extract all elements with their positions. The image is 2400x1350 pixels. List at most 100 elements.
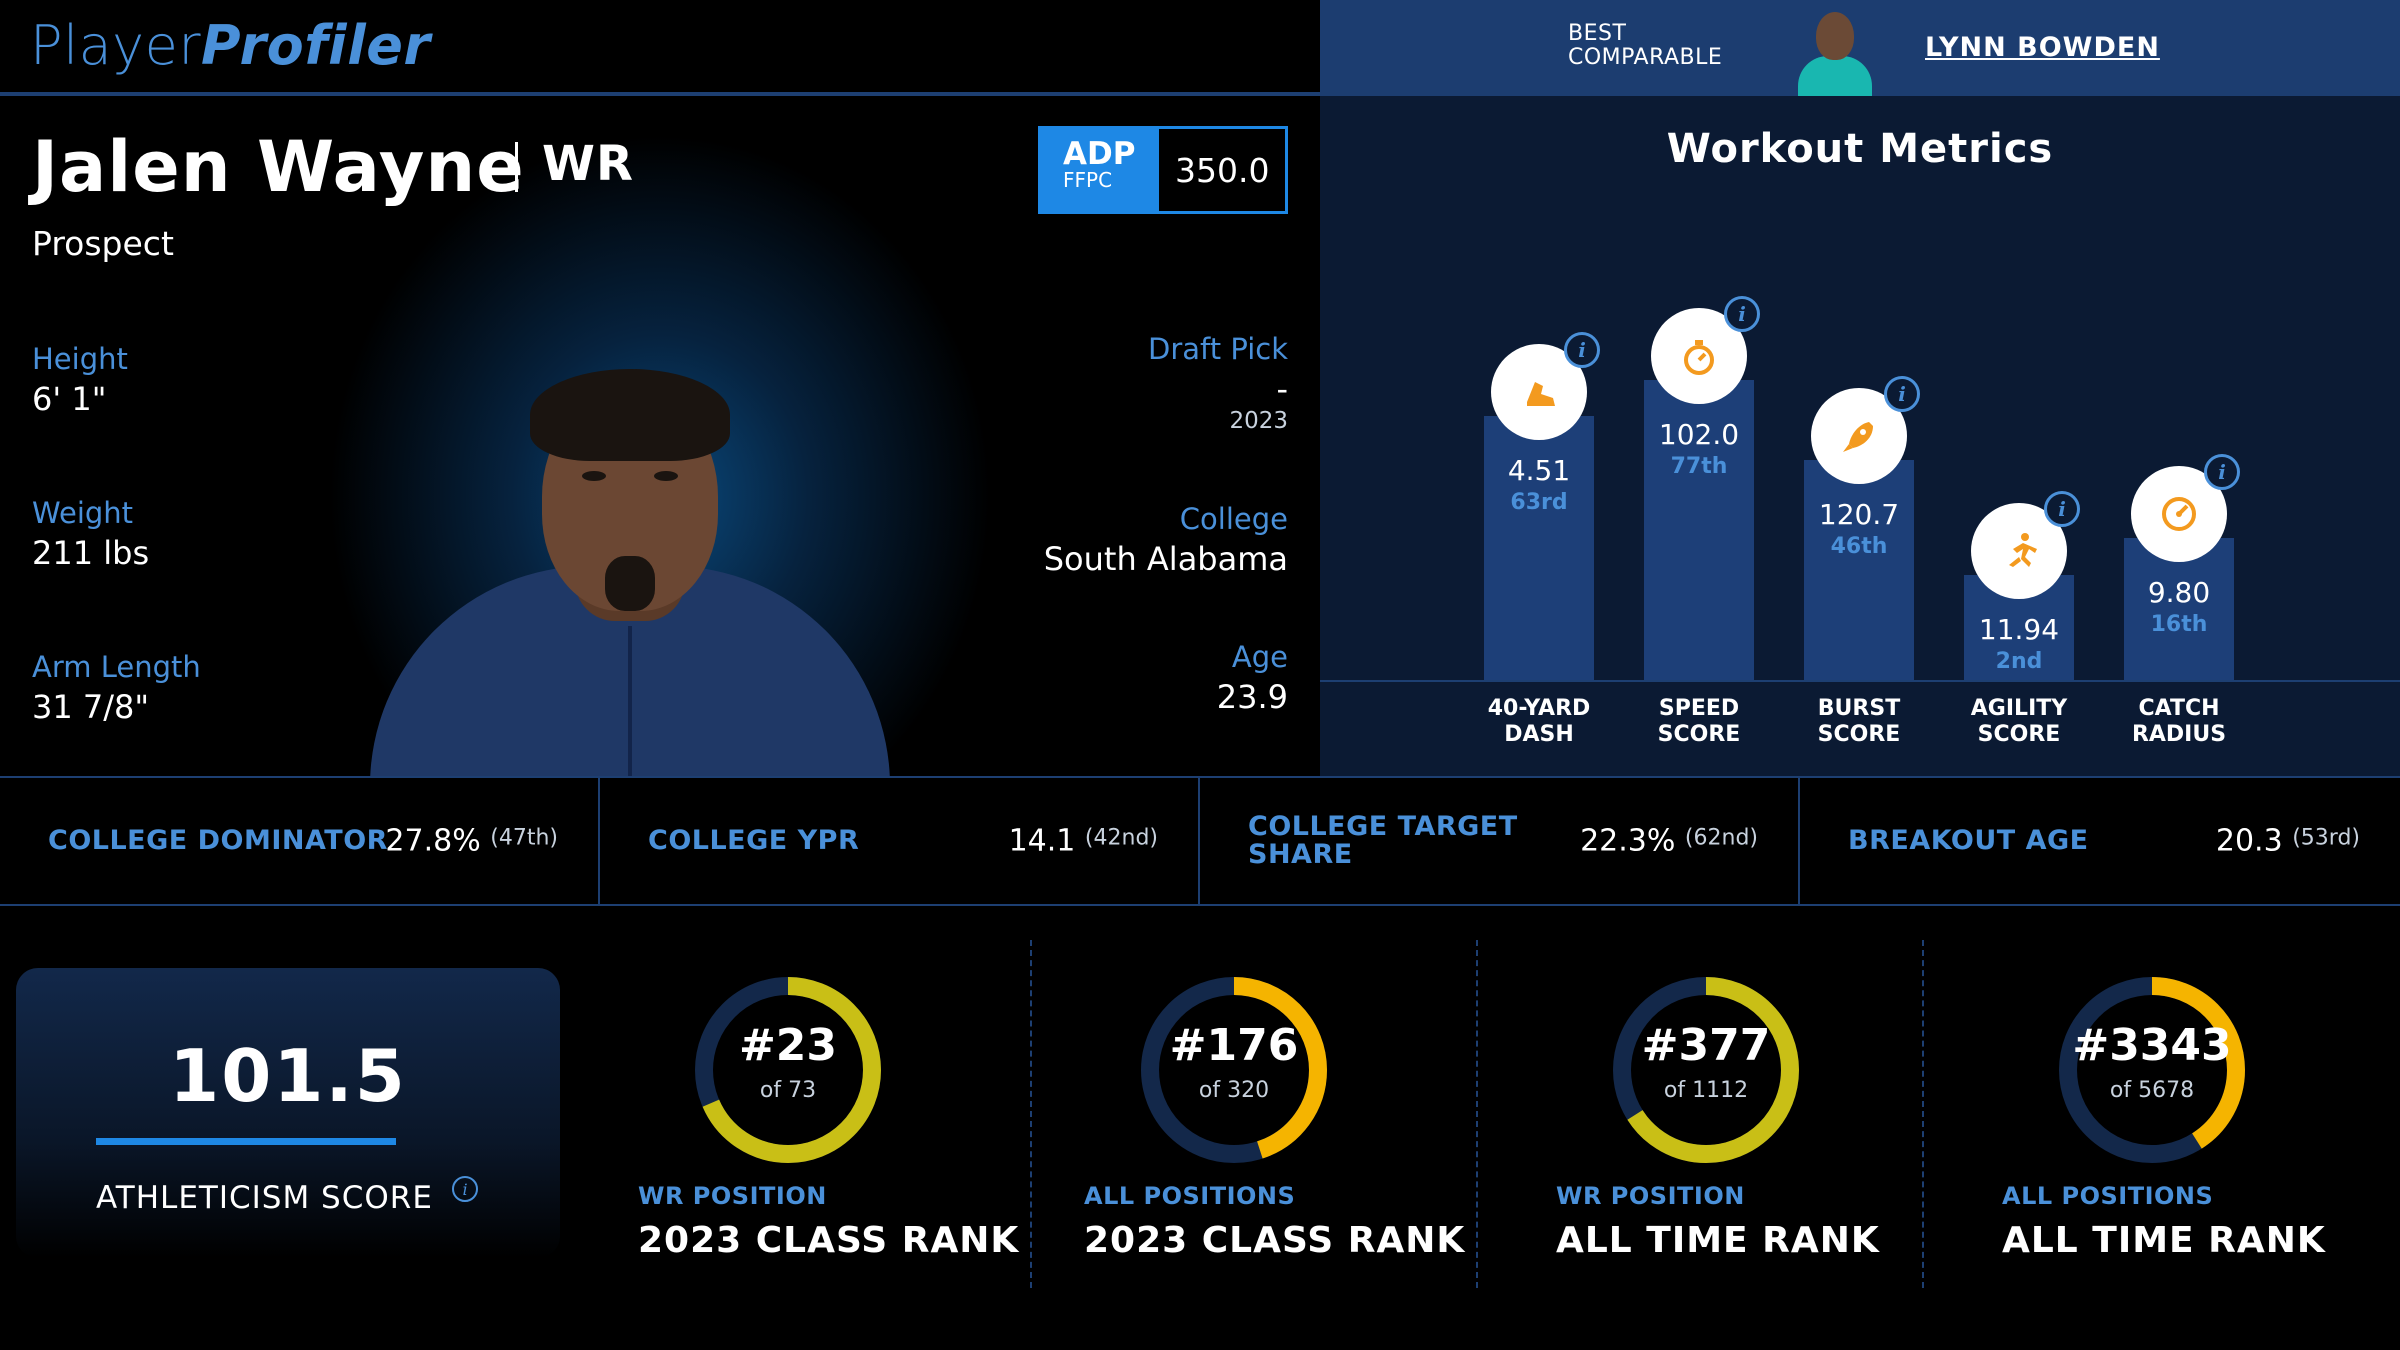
college-target-share-number: 22.3% xyxy=(1580,823,1676,859)
college-ypr-number: 14.1 xyxy=(1008,823,1076,859)
best-comparable-avatar xyxy=(1790,8,1878,96)
rank-title: 2023 Class Rank xyxy=(1084,1220,1466,1261)
workout-rank: 2nd xyxy=(1995,648,2043,674)
rank-number: #3343 xyxy=(2072,1020,2232,1071)
workout-label-line-2: SCORE xyxy=(1817,722,1901,747)
breakout-age-cell: Breakout Age 20.3 (53rd) xyxy=(1800,778,2400,904)
workout-bar-group: i 102.0 77th SPEED SCORE xyxy=(1644,96,1760,776)
ring-progress xyxy=(1141,977,1327,1163)
name-separator xyxy=(515,142,518,192)
adp-value: 350.0 xyxy=(1175,151,1270,190)
college-target-share-rank: (62nd) xyxy=(1684,825,1758,851)
college-stats-strip: College Dominator 27.8% (47th) College Y… xyxy=(0,776,2400,906)
workout-rank: 63rd xyxy=(1510,490,1568,516)
college-ypr-label: College YPR xyxy=(648,825,860,856)
college-dominator-rank: (47th) xyxy=(490,825,558,851)
college-target-share-label: College Target Share xyxy=(1248,811,1518,870)
rank-ring xyxy=(2059,977,2245,1163)
best-comparable-link[interactable]: LYNN BOWDEN xyxy=(1925,32,2160,63)
rank-total: of 73 xyxy=(759,1078,817,1103)
player-position: WR xyxy=(542,136,634,192)
info-icon[interactable]: i xyxy=(1884,376,1920,413)
workout-value: 102.0 xyxy=(1658,417,1740,451)
header: PlayerProfiler BEST COMPARABLE LYNN BOWD… xyxy=(0,0,2400,96)
workout-rank: 77th xyxy=(1670,453,1728,479)
workout-bar-group: i 9.80 16th CATCH RADIUS xyxy=(2124,96,2240,776)
player-panel: Jalen Wayne WR Prospect ADP FFPC 350.0 H… xyxy=(0,96,1320,776)
college-dominator-value: 27.8% (47th) xyxy=(385,824,558,859)
rank-number: #23 xyxy=(738,1020,838,1071)
rank-ring xyxy=(1613,977,1799,1163)
rank-total: of 5678 xyxy=(2109,1078,2195,1103)
workout-metrics-title: Workout Metrics xyxy=(1666,126,2054,172)
breakout-age-value: 20.3 (53rd) xyxy=(2216,824,2360,859)
workout-metrics-panel: Workout Metrics i 4.51 63rd 40-YARD DASH i 102… xyxy=(1320,96,2400,776)
rank-ring xyxy=(695,977,881,1163)
workout-value: 120.7 xyxy=(1818,498,1900,532)
workout-label: SPEED SCORE xyxy=(1629,696,1769,748)
info-icon[interactable]: i xyxy=(1724,295,1760,332)
site-logo[interactable]: PlayerProfiler xyxy=(30,14,430,77)
rank-ring xyxy=(1141,977,1327,1163)
draft-year: 2023 xyxy=(1229,408,1288,434)
player-photo xyxy=(370,341,890,776)
logo-part-1: Player xyxy=(30,14,202,77)
info-icon[interactable]: i xyxy=(2204,454,2240,491)
college-ypr-cell: College YPR 14.1 (42nd) xyxy=(600,778,1200,904)
best-comparable-label-line-2: COMPARABLE xyxy=(1568,45,1723,70)
workout-label-line-2: DASH xyxy=(1504,722,1574,747)
workout-bar-group: i 120.7 46th BURST SCORE xyxy=(1804,96,1920,776)
rank-total: of 1112 xyxy=(1663,1078,1749,1103)
arm-length-value: 31 7/8" xyxy=(32,688,150,726)
player-status: Prospect xyxy=(32,224,174,263)
breakout-age-number: 20.3 xyxy=(2215,823,2283,859)
rank-number: #176 xyxy=(1169,1020,1299,1071)
athleticism-underline xyxy=(96,1138,396,1145)
info-icon[interactable]: i xyxy=(1564,332,1600,369)
age-label: Age xyxy=(1231,640,1288,674)
rank-divider xyxy=(1476,940,1478,1288)
workout-label: BURST SCORE xyxy=(1789,696,1929,748)
workout-label-line-1: CATCH xyxy=(2138,696,2220,721)
info-icon[interactable]: i xyxy=(452,1176,478,1202)
ring-progress xyxy=(2059,977,2245,1163)
workout-label-line-1: AGILITY xyxy=(1970,696,2068,721)
college-value: South Alabama xyxy=(1043,540,1288,578)
best-comparable-label: BEST COMPARABLE xyxy=(1568,22,1722,70)
rank-title: 2023 Class Rank xyxy=(638,1220,1020,1261)
header-left: PlayerProfiler xyxy=(0,0,1320,96)
rank-subtitle: All Positions xyxy=(1084,1182,1296,1210)
age-value: 23.9 xyxy=(1216,678,1288,716)
athleticism-score: 101.5 xyxy=(169,1034,407,1118)
player-name: Jalen Wayne xyxy=(32,126,525,208)
rank-divider xyxy=(1922,940,1924,1288)
workout-bar xyxy=(1644,379,1754,680)
rank-total: of 320 xyxy=(1198,1078,1270,1103)
info-icon[interactable]: i xyxy=(2044,490,2080,527)
workout-label-line-1: 40-YARD xyxy=(1487,696,1591,721)
rank-divider xyxy=(1030,940,1032,1288)
weight-label: Weight xyxy=(32,496,134,530)
workout-rank: 16th xyxy=(2150,612,2208,638)
workout-value: 11.94 xyxy=(1978,612,2060,646)
workout-bar-group: i 11.94 2nd AGILITY SCORE xyxy=(1964,96,2080,776)
height-value: 6' 1" xyxy=(32,380,107,418)
rank-subtitle: WR Position xyxy=(1556,1182,1745,1210)
weight-value: 211 lbs xyxy=(32,534,150,572)
rank-subtitle: All Positions xyxy=(2002,1182,2214,1210)
college-dominator-label: College Dominator xyxy=(48,825,388,856)
workout-label-line-2: SCORE xyxy=(1657,722,1741,747)
workout-value: 4.51 xyxy=(1507,454,1571,488)
rank-title: All Time Rank xyxy=(2002,1220,2326,1261)
rank-title: All Time Rank xyxy=(1556,1220,1880,1261)
best-comparable-bar: BEST COMPARABLE LYNN BOWDEN xyxy=(1320,0,2400,96)
workout-bar xyxy=(1484,416,1594,680)
adp-label-block: ADP FFPC xyxy=(1041,129,1159,211)
adp-label: ADP xyxy=(1063,136,1136,172)
workout-label-line-2: RADIUS xyxy=(2131,722,2227,747)
arm-length-label: Arm Length xyxy=(32,650,201,684)
workout-rank: 46th xyxy=(1830,534,1888,560)
logo-part-2: Profiler xyxy=(201,14,431,77)
college-target-share-cell: College Target Share 22.3% (62nd) xyxy=(1200,778,1800,904)
college-ypr-rank: (42nd) xyxy=(1084,825,1158,851)
